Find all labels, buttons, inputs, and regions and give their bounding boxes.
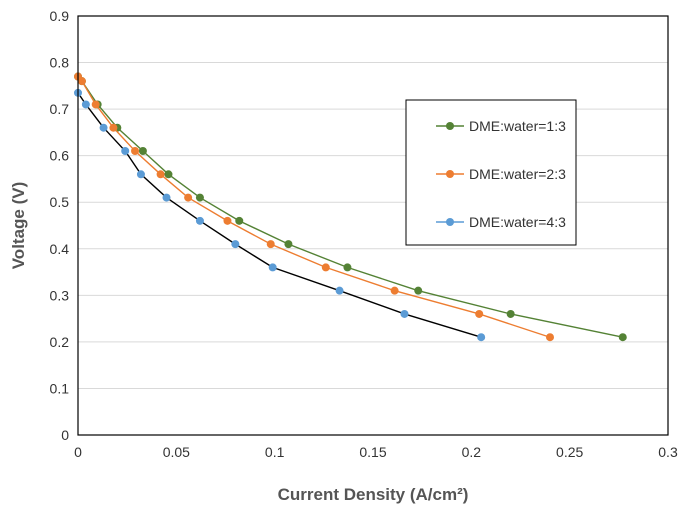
data-point [156,170,165,179]
x-tick-label: 0.3 [658,444,678,460]
y-tick-label: 0 [61,427,69,443]
x-tick-label: 0.05 [163,444,190,460]
data-point [164,170,173,179]
legend: DME:water=1:3 DME:water=2:3 DME:water=4:3 [405,99,577,246]
data-point [475,309,484,318]
data-point [91,100,100,109]
y-tick-label: 0.2 [50,334,70,350]
data-point [335,286,344,295]
data-point [268,263,277,272]
data-point [506,309,515,318]
data-point [138,147,147,156]
data-point [223,216,232,225]
y-tick-label: 0.4 [50,241,70,257]
data-point [343,263,352,272]
data-point [477,333,486,342]
x-tick-label: 0 [74,444,82,460]
data-point [77,77,86,86]
y-tick-label: 0.5 [50,194,70,210]
plot-area-frame [77,15,669,436]
series-2 [74,72,554,342]
data-point [81,100,90,109]
data-point [235,216,244,225]
legend-marker [446,122,454,130]
data-point [136,170,145,179]
y-tick-label: 0.1 [50,380,70,396]
data-point [266,240,275,249]
data-point [195,216,204,225]
legend-box [405,99,577,246]
data-point [162,193,171,202]
data-point [284,240,293,249]
y-axis-ticks: 0 0.1 0.2 0.3 0.4 0.5 0.6 0.7 0.8 0.9 [50,8,70,443]
y-tick-label: 0.9 [50,8,70,24]
x-tick-label: 0.25 [556,444,583,460]
x-axis-ticks: 0 0.05 0.1 0.15 0.2 0.25 0.3 [74,444,678,460]
data-point [618,333,627,342]
legend-item: DME:water=1:3 [436,118,566,134]
legend-label: DME:water=1:3 [469,118,566,134]
data-point [321,263,330,272]
data-point [231,240,240,249]
legend-item: DME:water=2:3 [436,166,566,182]
data-point [99,123,108,132]
series-layer [74,72,627,342]
x-tick-label: 0.15 [359,444,386,460]
data-point [400,309,409,318]
data-point [414,286,423,295]
legend-marker [446,218,454,226]
legend-marker [446,170,454,178]
y-axis-title: Voltage (V) [9,182,28,270]
data-point [390,286,399,295]
data-point [109,123,118,132]
y-tick-label: 0.3 [50,287,70,303]
x-tick-label: 0.1 [265,444,285,460]
legend-item: DME:water=4:3 [436,214,566,230]
data-point [131,147,140,156]
data-point [546,333,554,342]
y-tick-label: 0.7 [50,101,70,117]
data-point [121,147,130,156]
legend-label: DME:water=4:3 [469,214,566,230]
gridlines [78,62,668,389]
y-tick-label: 0.6 [50,148,70,164]
legend-label: DME:water=2:3 [469,166,566,182]
data-point [195,193,204,202]
series-3 [74,88,486,342]
data-point [184,193,193,202]
x-axis-title: Current Density (A/cm²) [278,485,469,504]
series-line [77,92,482,338]
x-tick-label: 0.2 [462,444,482,460]
y-tick-label: 0.8 [50,55,70,71]
